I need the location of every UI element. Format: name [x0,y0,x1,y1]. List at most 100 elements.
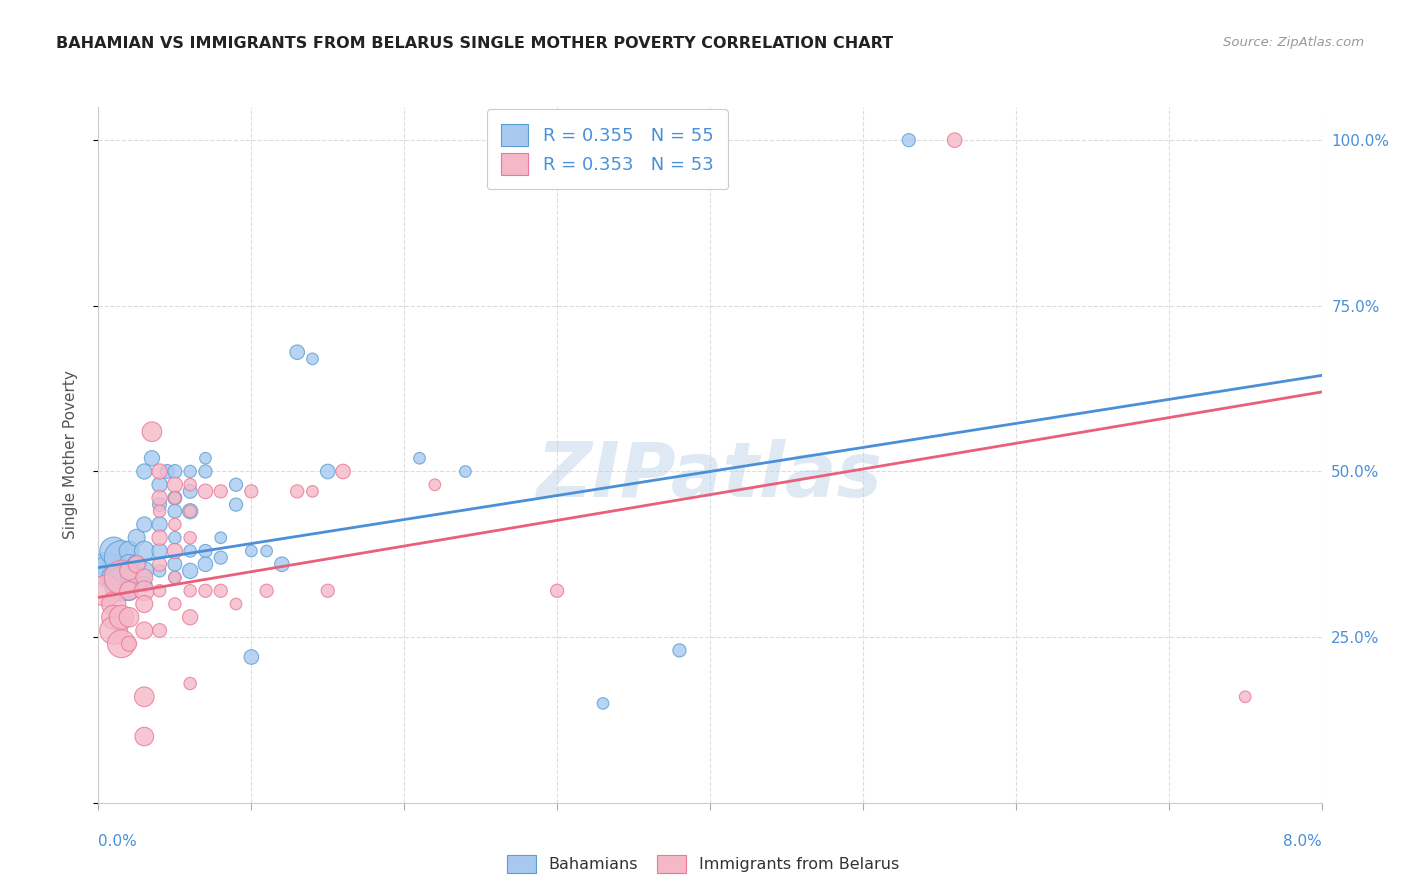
Point [163,558,186,572]
Point [149,517,172,532]
Point [110,550,132,565]
Point [240,650,263,665]
Point [110,570,132,584]
Point [194,484,217,499]
Point [103,544,125,558]
Text: ZIPatlas: ZIPatlas [537,439,883,513]
Point [163,570,186,584]
Point [270,558,294,572]
Point [316,583,339,598]
Point [163,544,186,558]
Point [134,570,156,584]
Point [103,570,125,584]
Point [149,504,172,518]
Point [134,544,156,558]
Point [149,477,172,491]
Point [110,577,132,591]
Point [179,484,201,499]
Point [118,610,141,624]
Point [209,583,232,598]
Point [209,531,232,545]
Point [179,504,201,518]
Point [118,583,141,598]
Text: Source: ZipAtlas.com: Source: ZipAtlas.com [1223,36,1364,49]
Point [225,597,247,611]
Point [285,345,308,359]
Point [163,531,186,545]
Legend: R = 0.355   N = 55, R = 0.353   N = 53: R = 0.355 N = 55, R = 0.353 N = 53 [486,109,728,189]
Point [125,558,148,572]
Point [110,610,132,624]
Point [149,558,172,572]
Point [332,465,354,479]
Point [163,570,186,584]
Point [118,564,141,578]
Point [118,544,141,558]
Point [149,624,172,638]
Point [225,498,247,512]
Point [179,583,201,598]
Point [134,690,156,704]
Point [546,583,568,598]
Point [118,570,141,584]
Point [94,583,117,598]
Point [256,583,278,598]
Point [179,544,201,558]
Point [179,676,201,690]
Point [163,477,186,491]
Point [209,484,232,499]
Point [179,531,201,545]
Point [149,491,172,505]
Point [194,558,217,572]
Point [179,610,201,624]
Point [285,484,308,499]
Point [134,465,156,479]
Point [118,637,141,651]
Point [118,583,141,598]
Point [163,504,186,518]
Point [897,133,920,147]
Point [209,550,232,565]
Point [194,544,217,558]
Point [134,583,156,598]
Point [149,531,172,545]
Point [194,465,217,479]
Point [94,558,117,572]
Text: 8.0%: 8.0% [1282,834,1322,849]
Point [454,465,477,479]
Point [134,597,156,611]
Point [134,577,156,591]
Point [943,133,966,147]
Point [125,531,148,545]
Point [134,517,156,532]
Point [149,564,172,578]
Point [149,498,172,512]
Point [149,583,172,598]
Y-axis label: Single Mother Poverty: Single Mother Poverty [63,370,77,540]
Point [225,477,247,491]
Point [316,465,339,479]
Point [103,624,125,638]
Point [149,465,172,479]
Point [301,484,323,499]
Point [118,558,141,572]
Point [110,637,132,651]
Point [301,351,323,366]
Point [163,491,186,505]
Point [103,610,125,624]
Point [134,730,156,744]
Text: 0.0%: 0.0% [98,834,138,849]
Point [141,451,163,466]
Point [163,465,186,479]
Point [156,465,179,479]
Point [592,697,614,711]
Point [149,544,172,558]
Point [179,504,201,518]
Point [163,597,186,611]
Point [194,451,217,466]
Point [134,564,156,578]
Point [1234,690,1257,704]
Point [668,643,690,657]
Point [179,465,201,479]
Point [163,491,186,505]
